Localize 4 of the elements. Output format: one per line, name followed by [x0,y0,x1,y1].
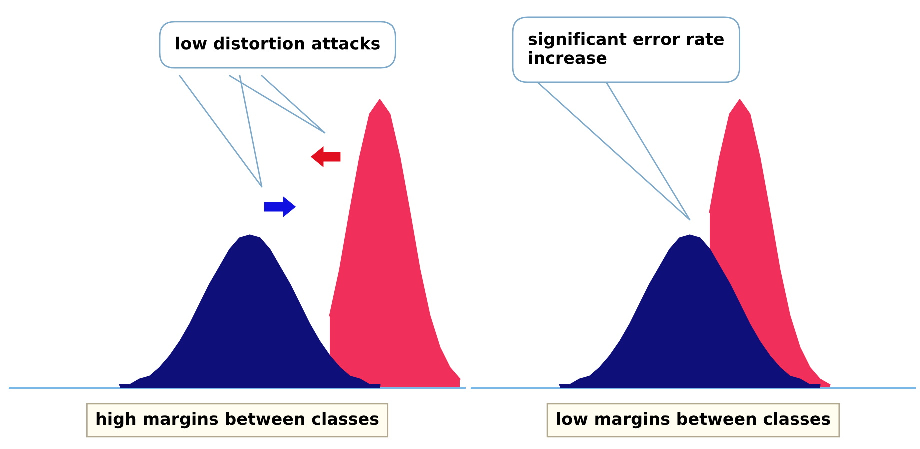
text: significant error rate increase [528,32,724,64]
text: low distortion attacks [176,36,380,50]
x-axis-title: high margins between classes [96,412,379,429]
x-axis-title: low margins between classes [557,412,830,429]
